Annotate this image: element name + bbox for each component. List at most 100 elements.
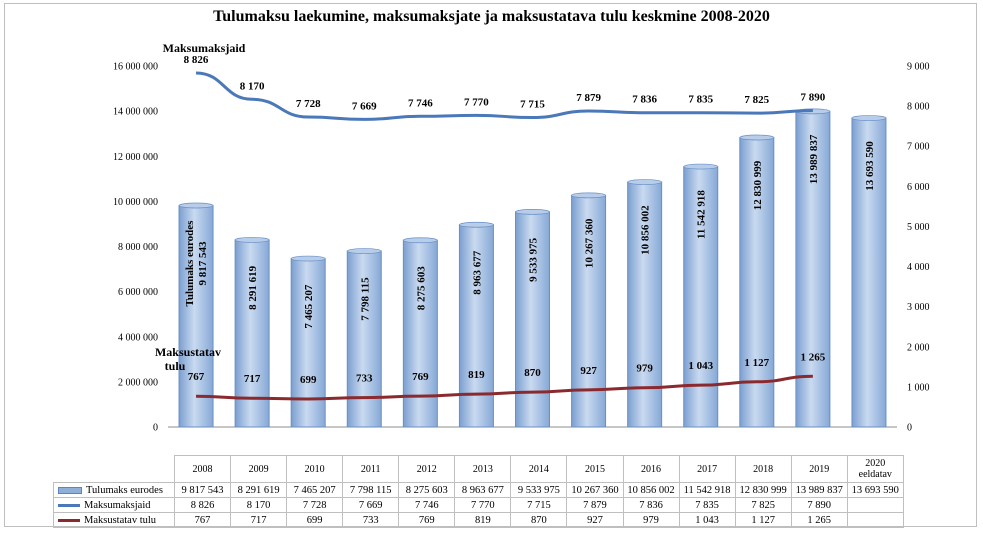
bar-data-label: 7 798 115	[359, 277, 371, 321]
bar-cap	[459, 221, 494, 228]
taxpayers-line-data-label: 8 170	[240, 80, 265, 92]
bar-cap	[346, 248, 382, 254]
table-cell: 1 265	[790, 512, 848, 528]
bar-cap	[683, 163, 719, 170]
table-cell: 8 170	[230, 497, 288, 513]
table-cell: 8 291 619	[230, 482, 288, 498]
table-cell: 1 127	[734, 512, 792, 528]
taxpayers-line-data-label: 7 825	[744, 94, 769, 106]
income-line-data-label: 979	[636, 363, 653, 375]
bar-data-label: 10 856 002	[640, 205, 652, 255]
y-right-tick-label: 6 000	[907, 182, 930, 193]
y-right-tick-label: 2 000	[907, 342, 930, 353]
y-right-tick-label: 1 000	[907, 382, 930, 393]
legend-line-key	[58, 503, 80, 507]
table-legend-cell: Maksumaksjaid	[53, 497, 175, 513]
bar-data-label: 8 275 603	[415, 266, 427, 311]
bar-data-label: 8 963 677	[471, 250, 483, 295]
table-cell: 7 728	[286, 497, 344, 513]
table-cell: 12 830 999	[734, 482, 792, 498]
bar	[851, 117, 887, 428]
table-cell: 769	[398, 512, 456, 528]
table-cell: 7 825	[734, 497, 792, 513]
table-cell: 8 275 603	[398, 482, 456, 498]
table-cell: 2019	[790, 455, 848, 483]
table-cell: 2015	[566, 455, 624, 483]
table-cell: 9 533 975	[510, 482, 568, 498]
table-legend-cell: Tulumaks eurodes	[53, 482, 175, 498]
y-left-tick-label: 16 000 000	[113, 62, 158, 73]
table-header-row: 2008 2009 2010 2011 2012 2013 2014 2015 2016 2017…	[53, 455, 904, 483]
income-line-data-label: 717	[244, 373, 261, 385]
bar-cap	[290, 255, 326, 262]
income-line-data-label: 733	[356, 373, 373, 385]
table-legend-cell	[53, 455, 175, 483]
table-cell	[846, 497, 904, 513]
table-cell: 2013	[454, 455, 512, 483]
table-cell: 870	[510, 512, 568, 528]
bar-data-label: 13 693 590	[864, 141, 876, 191]
table-legend-cell: Maksustatav tulu	[53, 512, 175, 528]
y-left-tick-label: 10 000 000	[113, 197, 158, 208]
table-cell: 2014	[510, 455, 568, 483]
table-cell: 2011	[342, 455, 400, 483]
taxpayers-line-data-label: 7 728	[296, 98, 321, 110]
table-cell: 717	[230, 512, 288, 528]
table-row-taxpayers: Maksumaksjaid 8 826 8 170 7 728 7 669 7 746 7 …	[53, 497, 904, 513]
table-cell: 10 267 360	[566, 482, 624, 498]
bar-series-label: Tulumaks eurodes	[184, 220, 196, 307]
bar-data-label: 8 291 619	[247, 265, 259, 310]
y-right-tick-label: 3 000	[907, 302, 930, 313]
taxpayers-line	[195, 71, 813, 121]
taxpayers-series-label: Maksumaksjaid	[163, 41, 246, 55]
income-line-data-label: 767	[188, 371, 205, 383]
bar-data-label: 13 989 837	[808, 134, 820, 184]
table-cell: 8 826	[173, 497, 232, 513]
taxpayers-line-data-label: 7 770	[464, 96, 489, 108]
table-cell: 2016	[622, 455, 680, 483]
bar-cap	[402, 237, 438, 244]
y-left-tick-label: 4 000 000	[118, 332, 158, 343]
bar-cap	[851, 115, 887, 121]
bar-cap	[627, 179, 663, 185]
income-line-data-label: 1 265	[801, 351, 826, 363]
taxpayers-line-data-label: 7 835	[688, 94, 713, 106]
bar-cap	[515, 209, 550, 215]
table-cell: 2008	[173, 455, 232, 483]
y-right-tick-label: 9 000	[907, 62, 930, 73]
table-cell: 979	[622, 512, 680, 528]
table-cell	[846, 512, 904, 528]
table-cell: 733	[342, 512, 400, 528]
table-cell: 2020 eeldatav	[846, 455, 904, 483]
y-left-tick-label: 6 000 000	[118, 287, 158, 298]
chart-title: Tulumaksu laekumine, maksumaksjate ja ma…	[213, 8, 770, 25]
bar-data-label: 12 830 999	[752, 160, 764, 210]
income-line-data-label: 699	[300, 374, 317, 386]
y-right-tick-label: 8 000	[907, 102, 930, 113]
bar-cap	[234, 237, 270, 243]
table-cell: 699	[286, 512, 344, 528]
table-cell: 927	[566, 512, 624, 528]
table-cell: 9 817 543	[173, 482, 232, 498]
table-cell: 7 890	[790, 497, 848, 513]
bar-data-label: 9 533 975	[528, 237, 540, 282]
table-cell: 7 879	[566, 497, 624, 513]
income-line-data-label: 1 043	[688, 360, 713, 372]
bar-data-label: 11 542 918	[696, 190, 708, 239]
table-cell: 2012	[398, 455, 456, 483]
combo-chart: 0 2 000 000 4 000 000 6 000 000 8 000 000 10 …	[113, 41, 930, 434]
table-cell: 13 989 837	[790, 482, 848, 498]
table-cell: 7 836	[622, 497, 680, 513]
income-series-label: tulu	[165, 359, 186, 373]
table-cell: 2009	[230, 455, 288, 483]
y-right-tick-label: 0	[907, 423, 912, 434]
taxpayers-line-data-label: 7 890	[801, 92, 826, 104]
table-cell: 2017	[678, 455, 736, 483]
income-line-data-label: 927	[580, 365, 597, 377]
income-line-data-label: 769	[412, 371, 429, 383]
table-cell: 819	[454, 512, 512, 528]
bar-cap	[739, 134, 775, 141]
table-cell: 7 669	[342, 497, 400, 513]
taxpayers-line-data-label: 7 669	[352, 100, 377, 112]
y-left-tick-label: 8 000 000	[118, 242, 158, 253]
